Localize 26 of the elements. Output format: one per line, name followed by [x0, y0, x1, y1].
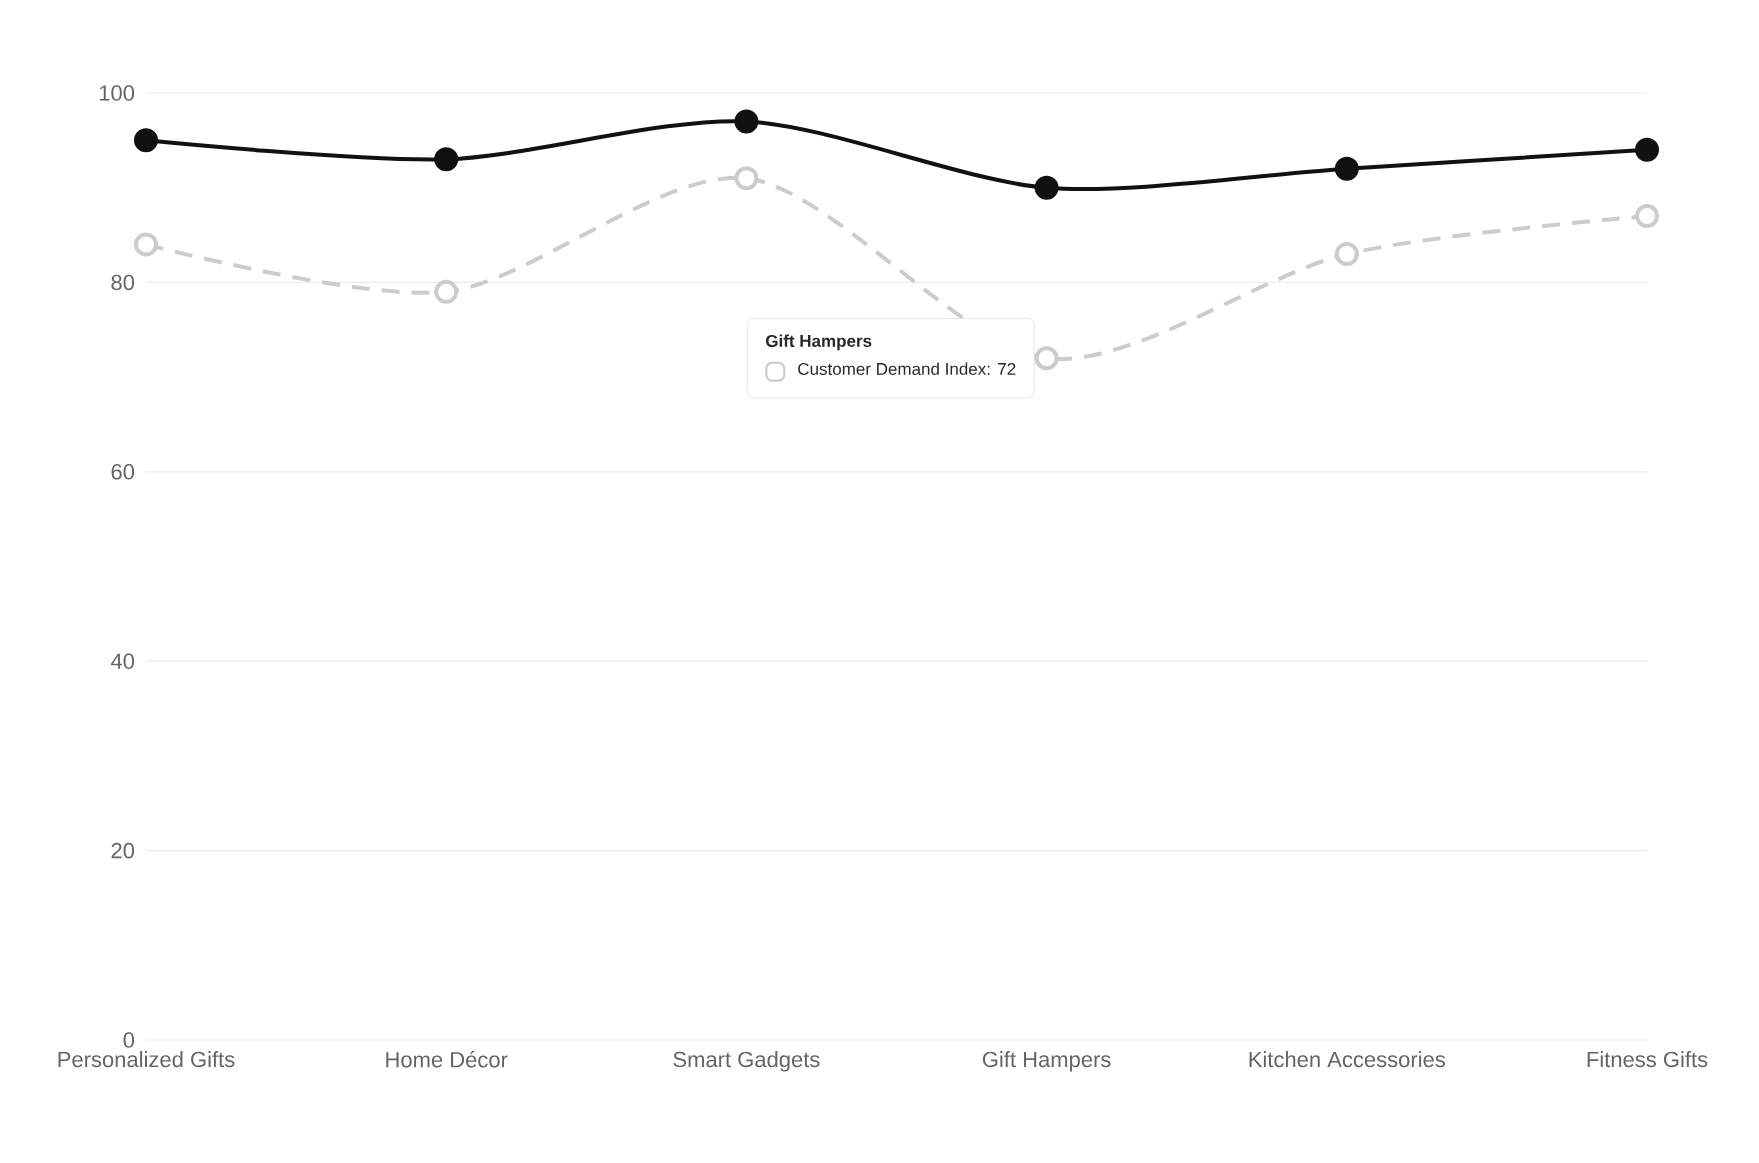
point	[1635, 137, 1660, 162]
point	[1334, 241, 1359, 266]
y-tick-label: 80	[111, 274, 135, 291]
point	[734, 109, 759, 134]
y-tick-label: 100	[99, 85, 135, 101]
x-tick-label: Fitness Gifts	[1587, 1051, 1708, 1068]
annotation: Gift Hampers	[765, 334, 872, 351]
y-tick-label: 40	[110, 653, 135, 669]
point	[1334, 156, 1359, 181]
point	[434, 279, 459, 304]
annotation: Customer Demand Index: 72	[798, 362, 1016, 375]
x-tick-label: Smart Gadgets	[673, 1051, 820, 1072]
x-tick-label: Personalized Gifts	[58, 1051, 235, 1068]
point	[734, 166, 759, 191]
point	[1034, 175, 1059, 200]
point	[434, 147, 459, 172]
point	[134, 232, 159, 257]
point	[134, 128, 159, 153]
y-tick-label: 60	[111, 464, 135, 480]
y-tick-label: 0	[123, 1032, 135, 1048]
x-tick-label: Home Décor	[386, 1051, 508, 1068]
point	[1034, 346, 1059, 371]
x-tick-label: Gift Hampers	[982, 1051, 1111, 1072]
point	[1635, 204, 1660, 229]
x-tick-label: Kitchen Accessories	[1249, 1051, 1446, 1068]
y-tick-label: 20	[111, 842, 135, 859]
